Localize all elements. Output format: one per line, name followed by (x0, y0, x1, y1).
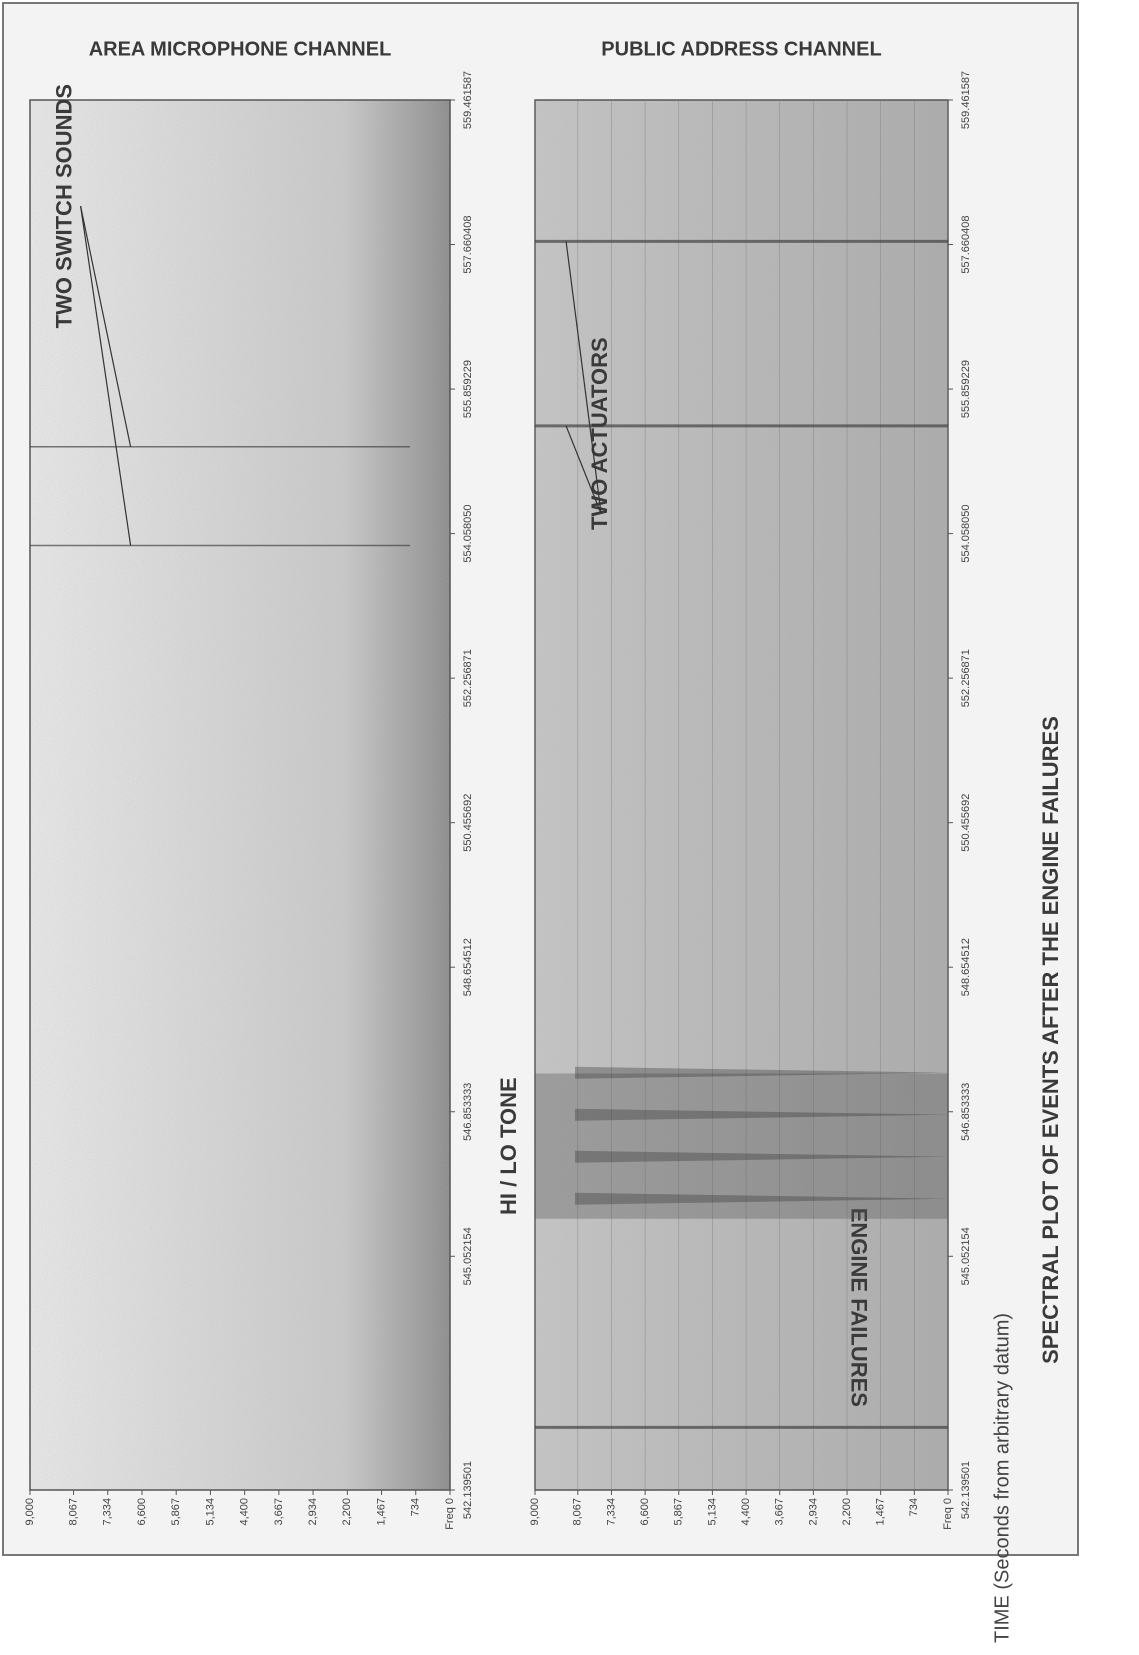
x-tick-label: 555.859229 (462, 360, 474, 418)
x-tick-label: 546.853333 (960, 1083, 972, 1141)
annotation-arrow (80, 206, 132, 447)
y-tick-label: 5,867 (673, 1498, 685, 1526)
y-tick-label: 2,200 (341, 1498, 353, 1526)
channel-title: AREA MICROPHONE CHANNEL (89, 38, 392, 60)
x-axis-label: TIME (Seconds from arbitrary datum) (991, 1313, 1013, 1643)
x-tick-label: 545.052154 (960, 1227, 972, 1285)
annotation-arrow (565, 425, 602, 514)
annotation: HI / LO TONE (496, 1077, 521, 1215)
x-tick-label: 548.654512 (462, 938, 474, 996)
spectrogram-noise (30, 100, 450, 1490)
x-tick-label: 550.455692 (462, 794, 474, 852)
y-tick-label: 2,934 (807, 1498, 819, 1526)
spectrogram-panel: 9,000 8,067 7,334 6,600 5,867 5,134 4,400 3,667… (496, 38, 972, 1530)
y-tick-label: 8,067 (572, 1498, 584, 1526)
y-tick-label: 2,200 (841, 1498, 853, 1526)
y-tick-label: Freq 0 (942, 1498, 954, 1530)
y-tick-label: 3,667 (774, 1498, 786, 1526)
x-tick-label: 552.256871 (462, 649, 474, 707)
x-tick-label: 557.660408 (462, 215, 474, 273)
x-tick-label: 559.461587 (462, 71, 474, 129)
annotation: TWO SWITCH SOUNDS (51, 84, 76, 328)
channel-title: PUBLIC ADDRESS CHANNEL (601, 38, 881, 60)
y-tick-label: 9,000 (529, 1498, 541, 1526)
tone-band (535, 1073, 948, 1219)
figure-title: SPECTRAL PLOT OF EVENTS AFTER THE ENGINE… (1038, 716, 1063, 1364)
y-tick-label: 2,934 (307, 1498, 319, 1526)
y-tick-label: 4,400 (239, 1498, 251, 1526)
x-tick-label: 545.052154 (462, 1227, 474, 1285)
y-tick-label: 3,667 (273, 1498, 285, 1526)
y-tick-label: 5,134 (706, 1498, 718, 1526)
x-tick-label: 542.139501 (462, 1461, 474, 1519)
x-tick-label: 559.461587 (960, 71, 972, 129)
plot-area: SPECTRAL PLOT OF EVENTS AFTER THE ENGINE… (24, 38, 1063, 1643)
y-tick-label: Freq 0 (444, 1498, 456, 1530)
tone-burst (575, 1108, 948, 1121)
y-tick-label: 5,134 (204, 1498, 216, 1526)
x-tick-label: 557.660408 (960, 215, 972, 273)
y-tick-label: 734 (908, 1498, 920, 1516)
x-tick-label: 546.853333 (462, 1083, 474, 1141)
annotation-arrow (80, 206, 132, 546)
annotation-arrow (565, 241, 602, 514)
y-tick-label: 1,467 (875, 1498, 887, 1526)
x-tick-label: 550.455692 (960, 794, 972, 852)
y-tick-label: 6,600 (136, 1498, 148, 1526)
spectrogram-noise (535, 100, 948, 1490)
x-tick-label: 554.058050 (462, 505, 474, 563)
x-tick-label: 555.859229 (960, 360, 972, 418)
y-tick-label: 6,600 (639, 1498, 651, 1526)
y-tick-label: 5,867 (170, 1498, 182, 1526)
tone-burst (575, 1192, 948, 1205)
y-tick-label: 734 (410, 1498, 422, 1516)
annotation: ENGINE FAILURES (846, 1208, 871, 1407)
x-tick-label: 542.139501 (960, 1461, 972, 1519)
y-tick-label: 8,067 (67, 1498, 79, 1526)
x-tick-label: 554.058050 (960, 505, 972, 563)
y-tick-label: 7,334 (102, 1498, 114, 1526)
x-tick-label: 552.256871 (960, 649, 972, 707)
spectrogram-panel: 9,000 8,067 7,334 6,600 5,867 5,134 4,400 3,667… (24, 38, 474, 1530)
y-tick-label: 9,000 (24, 1498, 36, 1526)
panel-border (29, 99, 451, 1491)
tone-burst (575, 1066, 948, 1079)
x-tick-label: 548.654512 (960, 938, 972, 996)
y-tick-label: 1,467 (375, 1498, 387, 1526)
y-tick-label: 7,334 (605, 1498, 617, 1526)
tone-burst (575, 1150, 948, 1163)
y-tick-label: 4,400 (740, 1498, 752, 1526)
